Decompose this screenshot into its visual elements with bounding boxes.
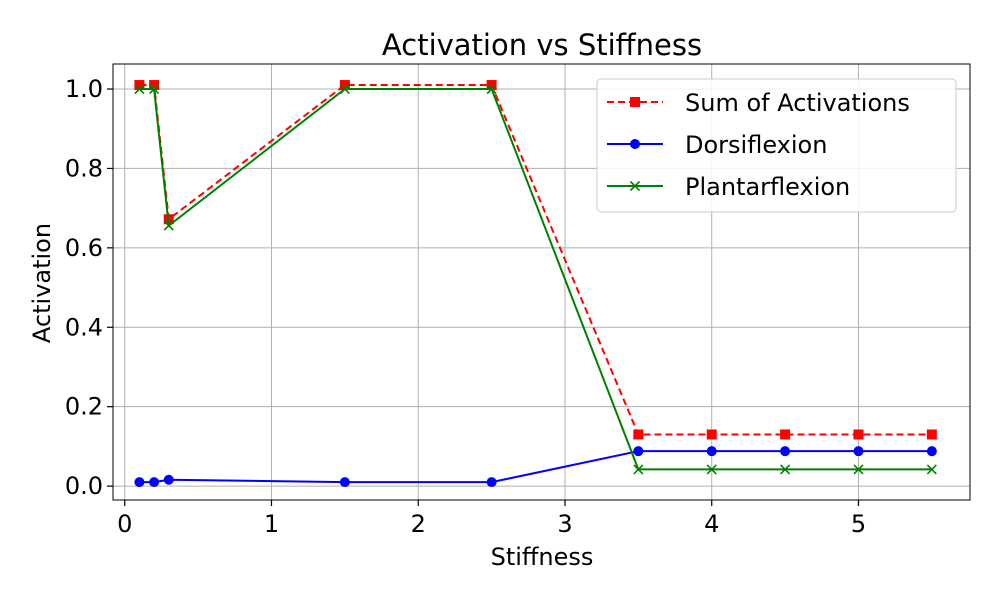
legend-marker-plantarflexion-stroke xyxy=(629,180,641,192)
data-point-plantarflexion-stroke xyxy=(486,83,497,95)
x-tick-label: 1 xyxy=(264,510,279,538)
data-point-dorsiflexion xyxy=(149,477,160,488)
data-point-plantarflexion-stroke xyxy=(926,464,937,475)
y-tick-label: 1.0 xyxy=(65,75,103,103)
data-point-sum-of-activations xyxy=(134,80,145,91)
data-point-plantarflexion-stroke xyxy=(339,83,350,95)
data-point-plantarflexion-stroke xyxy=(149,83,160,95)
data-point-sum-of-activations xyxy=(706,429,717,440)
data-point-plantarflexion-stroke xyxy=(163,220,174,231)
data-point-plantarflexion xyxy=(339,83,350,95)
data-point-plantarflexion-stroke xyxy=(633,464,644,475)
data-point-plantarflexion-stroke xyxy=(780,464,791,475)
series-lines xyxy=(134,80,937,488)
legend-marker-dorsiflexion xyxy=(630,139,640,149)
axis-ticks: 0 1 2 3 4 5 0.0 0.2 0.4 0.6 0.8 1.0 xyxy=(65,75,866,538)
x-tick-label: 4 xyxy=(704,510,719,538)
data-point-sum-of-activations xyxy=(149,80,160,91)
legend-item-sum-of-activations: Sum of Activations xyxy=(607,89,910,117)
data-point-dorsiflexion xyxy=(339,477,350,488)
data-point-dorsiflexion xyxy=(926,446,937,457)
data-point-plantarflexion-stroke xyxy=(706,464,717,475)
y-tick-label: 0.0 xyxy=(65,472,103,500)
data-point-plantarflexion xyxy=(149,83,160,95)
x-tick-label: 5 xyxy=(851,510,866,538)
data-point-plantarflexion xyxy=(926,464,937,475)
x-tick-label: 3 xyxy=(557,510,572,538)
series-line-plantarflexion xyxy=(139,88,932,471)
data-point-dorsiflexion xyxy=(853,446,864,457)
data-point-plantarflexion xyxy=(486,83,497,95)
data-point-dorsiflexion xyxy=(134,477,145,488)
y-tick-label: 0.8 xyxy=(65,154,103,182)
data-point-dorsiflexion xyxy=(633,446,644,457)
data-point-sum-of-activations xyxy=(926,429,937,440)
data-point-sum-of-activations xyxy=(339,80,350,91)
data-point-plantarflexion xyxy=(780,464,791,475)
x-tick-label: 0 xyxy=(117,510,132,538)
legend-label-sum-of-activations: Sum of Activations xyxy=(685,89,910,117)
data-point-plantarflexion-stroke xyxy=(853,464,864,475)
data-point-sum-of-activations xyxy=(633,429,644,440)
data-point-sum-of-activations xyxy=(853,429,864,440)
data-point-dorsiflexion xyxy=(486,477,497,488)
legend-marker-sum-of-activations xyxy=(630,97,640,107)
y-tick-label: 0.6 xyxy=(65,234,103,262)
data-point-plantarflexion-stroke xyxy=(134,83,145,95)
data-point-sum-of-activations xyxy=(780,429,791,440)
legend-box xyxy=(596,78,957,213)
data-point-dorsiflexion xyxy=(163,474,174,485)
data-point-dorsiflexion xyxy=(706,446,717,457)
x-axis-label: Stiffness xyxy=(491,543,594,571)
legend-label-dorsiflexion: Dorsiflexion xyxy=(685,131,827,159)
series-dorsiflexion xyxy=(134,446,937,488)
data-point-plantarflexion xyxy=(853,464,864,475)
legend-marker-plantarflexion xyxy=(629,180,641,192)
data-point-sum-of-activations xyxy=(486,80,497,91)
plot-area-frame xyxy=(112,63,971,501)
data-point-plantarflexion xyxy=(706,464,717,475)
series-line-dorsiflexion xyxy=(139,450,932,484)
data-point-plantarflexion xyxy=(163,220,174,231)
legend: Sum of Activations Dorsiflexion Plantarfle… xyxy=(596,78,957,213)
data-point-plantarflexion xyxy=(134,83,145,95)
legend-item-plantarflexion: Plantarflexion xyxy=(607,173,850,201)
legend-label-plantarflexion: Plantarflexion xyxy=(685,173,850,201)
y-tick-label: 0.4 xyxy=(65,313,103,341)
chart-title: Activation vs Stiffness xyxy=(382,28,702,62)
series-plantarflexion xyxy=(134,83,937,475)
data-point-dorsiflexion xyxy=(780,446,791,457)
y-axis-label: Activation xyxy=(28,223,56,343)
data-point-plantarflexion xyxy=(633,464,644,475)
x-tick-label: 2 xyxy=(411,510,426,538)
legend-item-dorsiflexion: Dorsiflexion xyxy=(607,131,827,159)
y-tick-label: 0.2 xyxy=(65,393,103,421)
